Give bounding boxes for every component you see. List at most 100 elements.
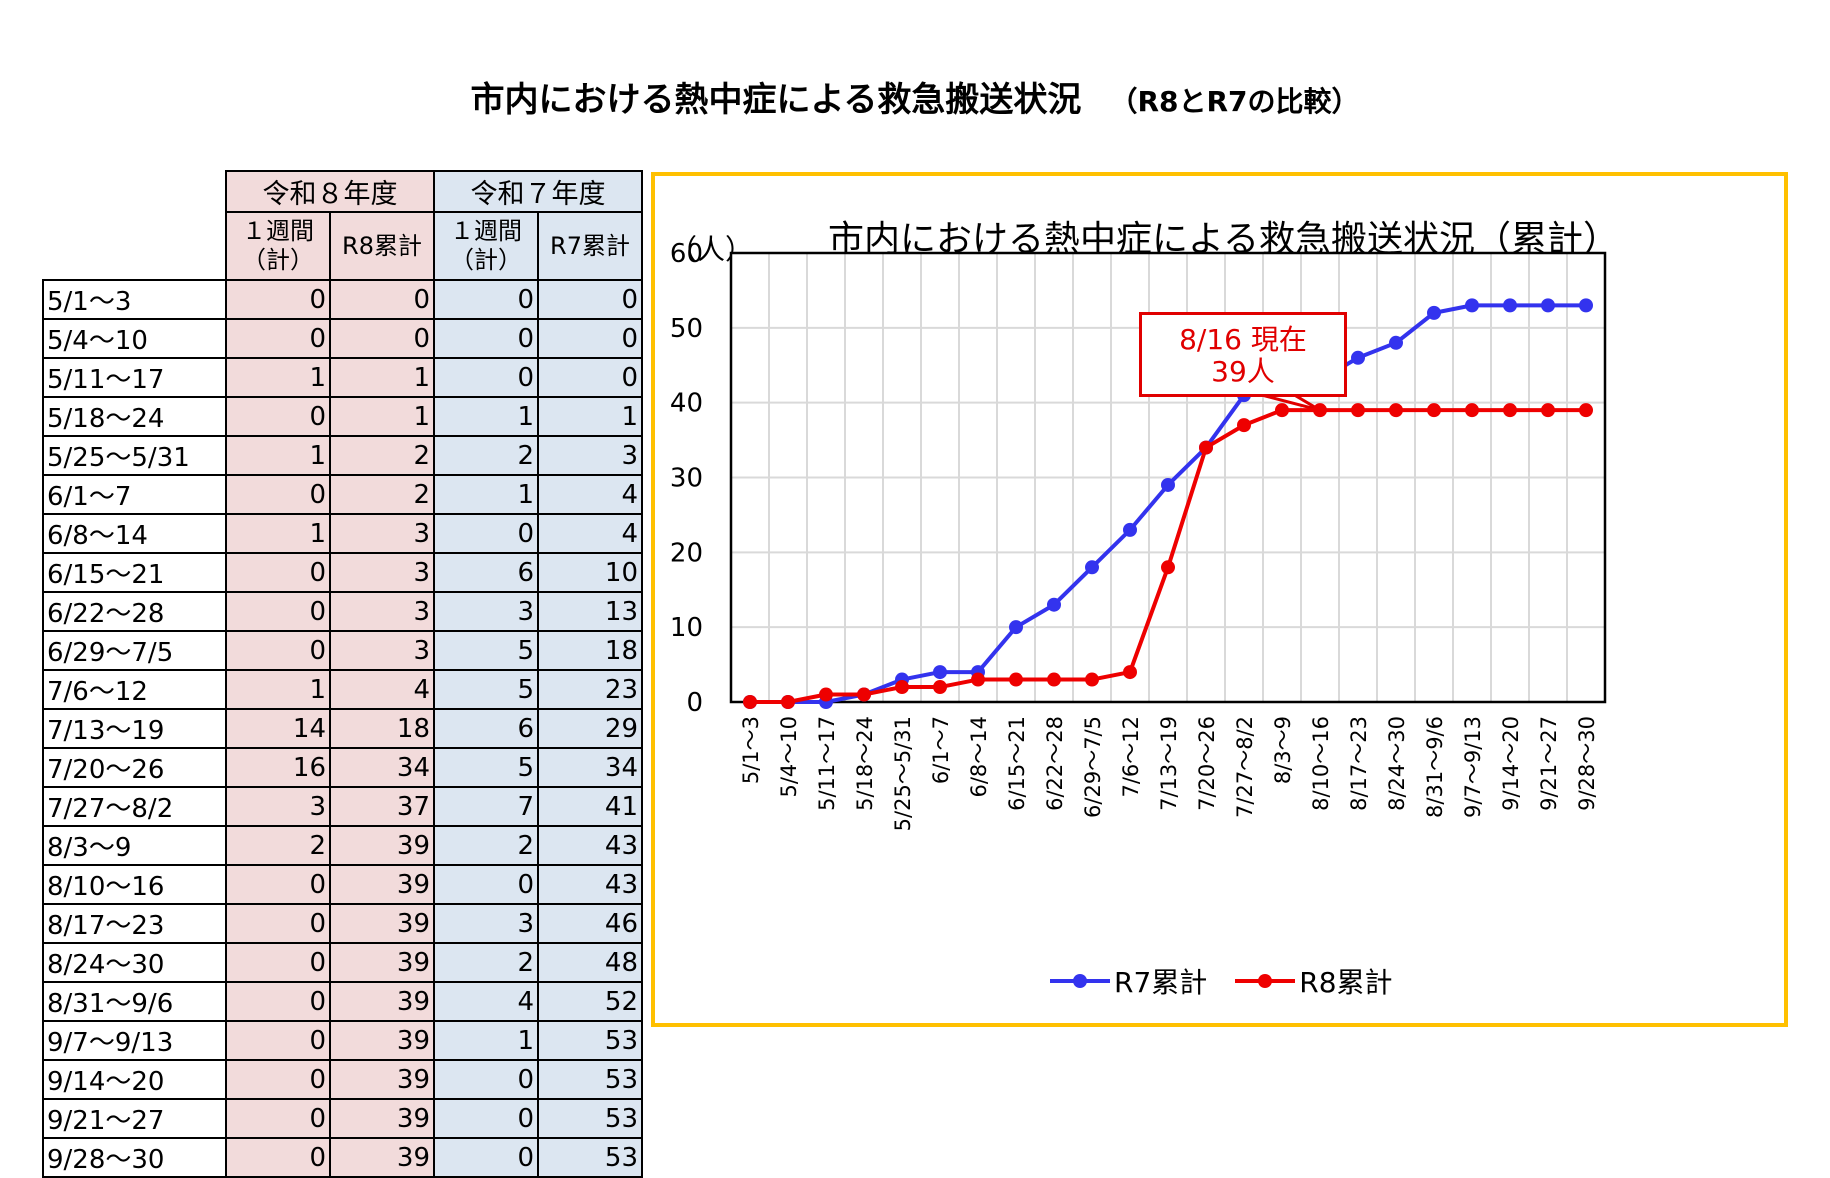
row-label: 5/1～3 [42,279,227,320]
data-point-r8 [1047,672,1061,687]
row-label: 7/6～12 [42,669,227,710]
r8-cum-cell: 39 [329,981,435,1022]
data-point-r8 [857,687,871,702]
r7-week-cell: 1 [433,396,539,437]
r7-week-cell: 5 [433,747,539,788]
r8-week-cell: 0 [225,396,331,437]
r8-cum-cell: 39 [329,1020,435,1061]
r7-week-cell: 0 [433,318,539,359]
table-row: 8/17～23 0 39 3 46 [42,903,643,944]
data-point-r7 [1351,350,1365,365]
r8-cum-cell: 3 [329,513,435,554]
x-tick-label: 5/4～10 [777,716,801,798]
page-subtitle: （R8とR7の比較） [1109,85,1360,118]
row-label: 5/25～5/31 [42,435,227,476]
data-point-r7 [1085,560,1099,575]
table-row: 7/6～12 1 4 5 23 [42,669,643,710]
data-point-r8 [1351,403,1365,418]
x-tick-label: 7/6～12 [1119,716,1143,798]
r8-week-cell: 0 [225,903,331,944]
x-tick-label: 7/13～19 [1157,716,1181,811]
r7-cum-cell: 48 [537,942,643,983]
annotation-line2: 39人 [1211,355,1275,388]
r8-week-cell: 0 [225,630,331,671]
header-r8-week: １週間 （計） [225,211,331,281]
r8-week-cell: 3 [225,786,331,827]
table-row: 7/27～8/2 3 37 7 41 [42,786,643,827]
r7-cum-cell: 52 [537,981,643,1022]
r7-cum-cell: 34 [537,747,643,788]
x-tick-label: 6/8～14 [967,716,991,798]
legend-item-r7: R7累計 [1050,961,1207,1001]
x-tick-label: 8/17～23 [1347,716,1371,811]
x-tick-label: 9/14～20 [1499,716,1523,811]
r8-cum-cell: 0 [329,318,435,359]
r8-week-cell: 2 [225,825,331,866]
r7-week-cell: 0 [433,513,539,554]
r7-cum-cell: 23 [537,669,643,710]
x-tick-label: 6/15～21 [1005,716,1029,811]
r7-cum-cell: 43 [537,864,643,905]
legend-label-r8: R8累計 [1299,966,1393,999]
row-label: 7/13～19 [42,708,227,749]
chart-panel: 市内における熱中症による救急搬送状況（累計） （人） 0 10 20 30 40 50 60… [651,172,1788,1027]
r7-week-cell: 2 [433,942,539,983]
r7-cum-cell: 4 [537,474,643,515]
r7-cum-cell: 46 [537,903,643,944]
r8-cum-cell: 39 [329,942,435,983]
data-point-r8 [895,680,909,695]
line-chart: 0 10 20 30 40 50 60 5/1～3 5/4～10 5/11～17 5/18～24 5/… [670,239,1607,831]
r7-cum-cell: 53 [537,1137,643,1178]
r7-week-cell: 7 [433,786,539,827]
data-point-r7 [1541,298,1555,313]
x-tick-label: 5/11～17 [815,716,839,811]
r7-week-cell: 4 [433,981,539,1022]
table-row: 6/1～7 0 2 1 4 [42,474,643,515]
y-tick-label: 50 [670,314,703,344]
r7-week-cell: 0 [433,864,539,905]
r7-week-cell: 5 [433,630,539,671]
r8-cum-cell: 18 [329,708,435,749]
row-label: 7/20～26 [42,747,227,788]
table-row: 8/3～9 2 39 2 43 [42,825,643,866]
table-row: 9/21～27 0 39 0 53 [42,1098,643,1139]
data-point-r8 [1541,403,1555,418]
table-row: 9/14～20 0 39 0 53 [42,1059,643,1100]
r8-week-cell: 0 [225,1059,331,1100]
x-tick-label: 6/29～7/5 [1081,716,1105,818]
data-point-r7 [1123,522,1137,537]
annotation-callout: 8/16 現在 39人 [1139,312,1347,397]
r8-cum-cell: 3 [329,552,435,593]
r7-cum-cell: 53 [537,1020,643,1061]
y-tick-label: 60 [670,239,703,269]
r8-cum-cell: 1 [329,357,435,398]
x-tick-label: 8/3～9 [1271,716,1295,784]
r8-week-cell: 16 [225,747,331,788]
data-point-r8 [1313,403,1327,418]
row-label: 7/27～8/2 [42,786,227,827]
data-point-r8 [1161,560,1175,575]
page-title: 市内における熱中症による救急搬送状況 （R8とR7の比較） [0,72,1830,121]
annotation-line1: 8/16 現在 [1179,323,1307,356]
table-row: 9/7～9/13 0 39 1 53 [42,1020,643,1061]
r8-cum-cell: 4 [329,669,435,710]
r7-week-cell: 5 [433,669,539,710]
r7-week-cell: 3 [433,591,539,632]
r8-week-cell: 0 [225,1098,331,1139]
y-tick-label: 20 [670,538,703,568]
r7-cum-cell: 53 [537,1098,643,1139]
r8-week-cell: 0 [225,552,331,593]
page-title-text: 市内における熱中症による救急搬送状況 [470,80,1082,120]
r8-week-cell: 0 [225,864,331,905]
table-row: 6/22～28 0 3 3 13 [42,591,643,632]
x-tick-label: 8/31～9/6 [1423,716,1447,818]
table-row: 6/8～14 1 3 0 4 [42,513,643,554]
legend-swatch-r8 [1235,974,1296,988]
data-point-r8 [971,672,985,687]
r8-cum-cell: 39 [329,1059,435,1100]
table-row: 6/29～7/5 0 3 5 18 [42,630,643,671]
r7-cum-cell: 0 [537,357,643,398]
x-tick-label: 7/27～8/2 [1233,716,1257,818]
table-row: 5/4～10 0 0 0 0 [42,318,643,359]
data-point-r8 [1427,403,1441,418]
